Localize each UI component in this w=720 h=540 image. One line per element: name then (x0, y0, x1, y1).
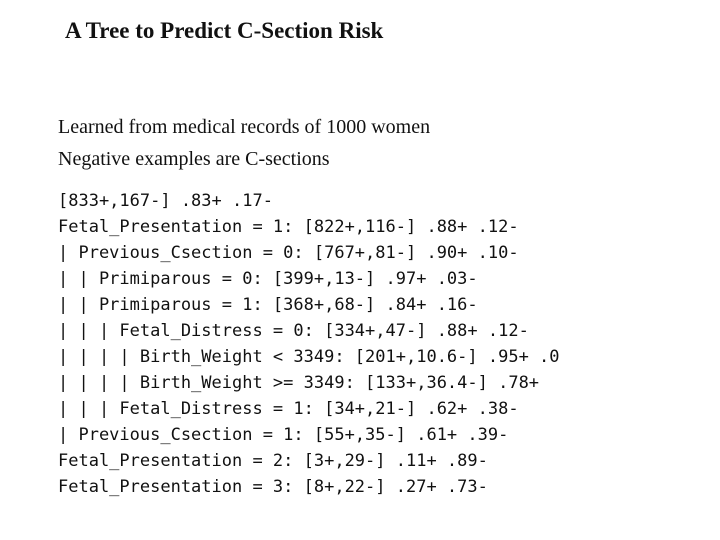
slide-title: A Tree to Predict C-Section Risk (65, 18, 384, 43)
tree-line: Fetal_Presentation = 2: [3+,29-] .11+ .8… (58, 451, 488, 471)
tree-line: | | | Fetal_Distress = 0: [334+,47-] .88… (58, 321, 529, 341)
tree-line: [833+,167-] .83+ .17- (58, 191, 273, 211)
tree-line: Fetal_Presentation = 3: [8+,22-] .27+ .7… (58, 477, 488, 497)
tree-line: | | | | Birth_Weight < 3349: [201+,10.6-… (58, 347, 560, 367)
tree-line: | Previous_Csection = 0: [767+,81-] .90+… (58, 243, 519, 263)
intro-line: Negative examples are C-sections (58, 148, 330, 170)
tree-line: | Previous_Csection = 1: [55+,35-] .61+ … (58, 425, 509, 445)
tree-line: | | Primiparous = 0: [399+,13-] .97+ .03… (58, 269, 478, 289)
tree-line: | | Primiparous = 1: [368+,68-] .84+ .16… (58, 295, 478, 315)
intro-line: Learned from medical records of 1000 wom… (58, 116, 431, 138)
tree-line: | | | | Birth_Weight >= 3349: [133+,36.4… (58, 373, 540, 393)
tree-listing: [833+,167-] .83+ .17- Fetal_Presentation … (58, 188, 612, 500)
tree-line: | | | Fetal_Distress = 1: [34+,21-] .62+… (58, 399, 519, 419)
tree-line: Fetal_Presentation = 1: [822+,116-] .88+… (58, 217, 519, 237)
